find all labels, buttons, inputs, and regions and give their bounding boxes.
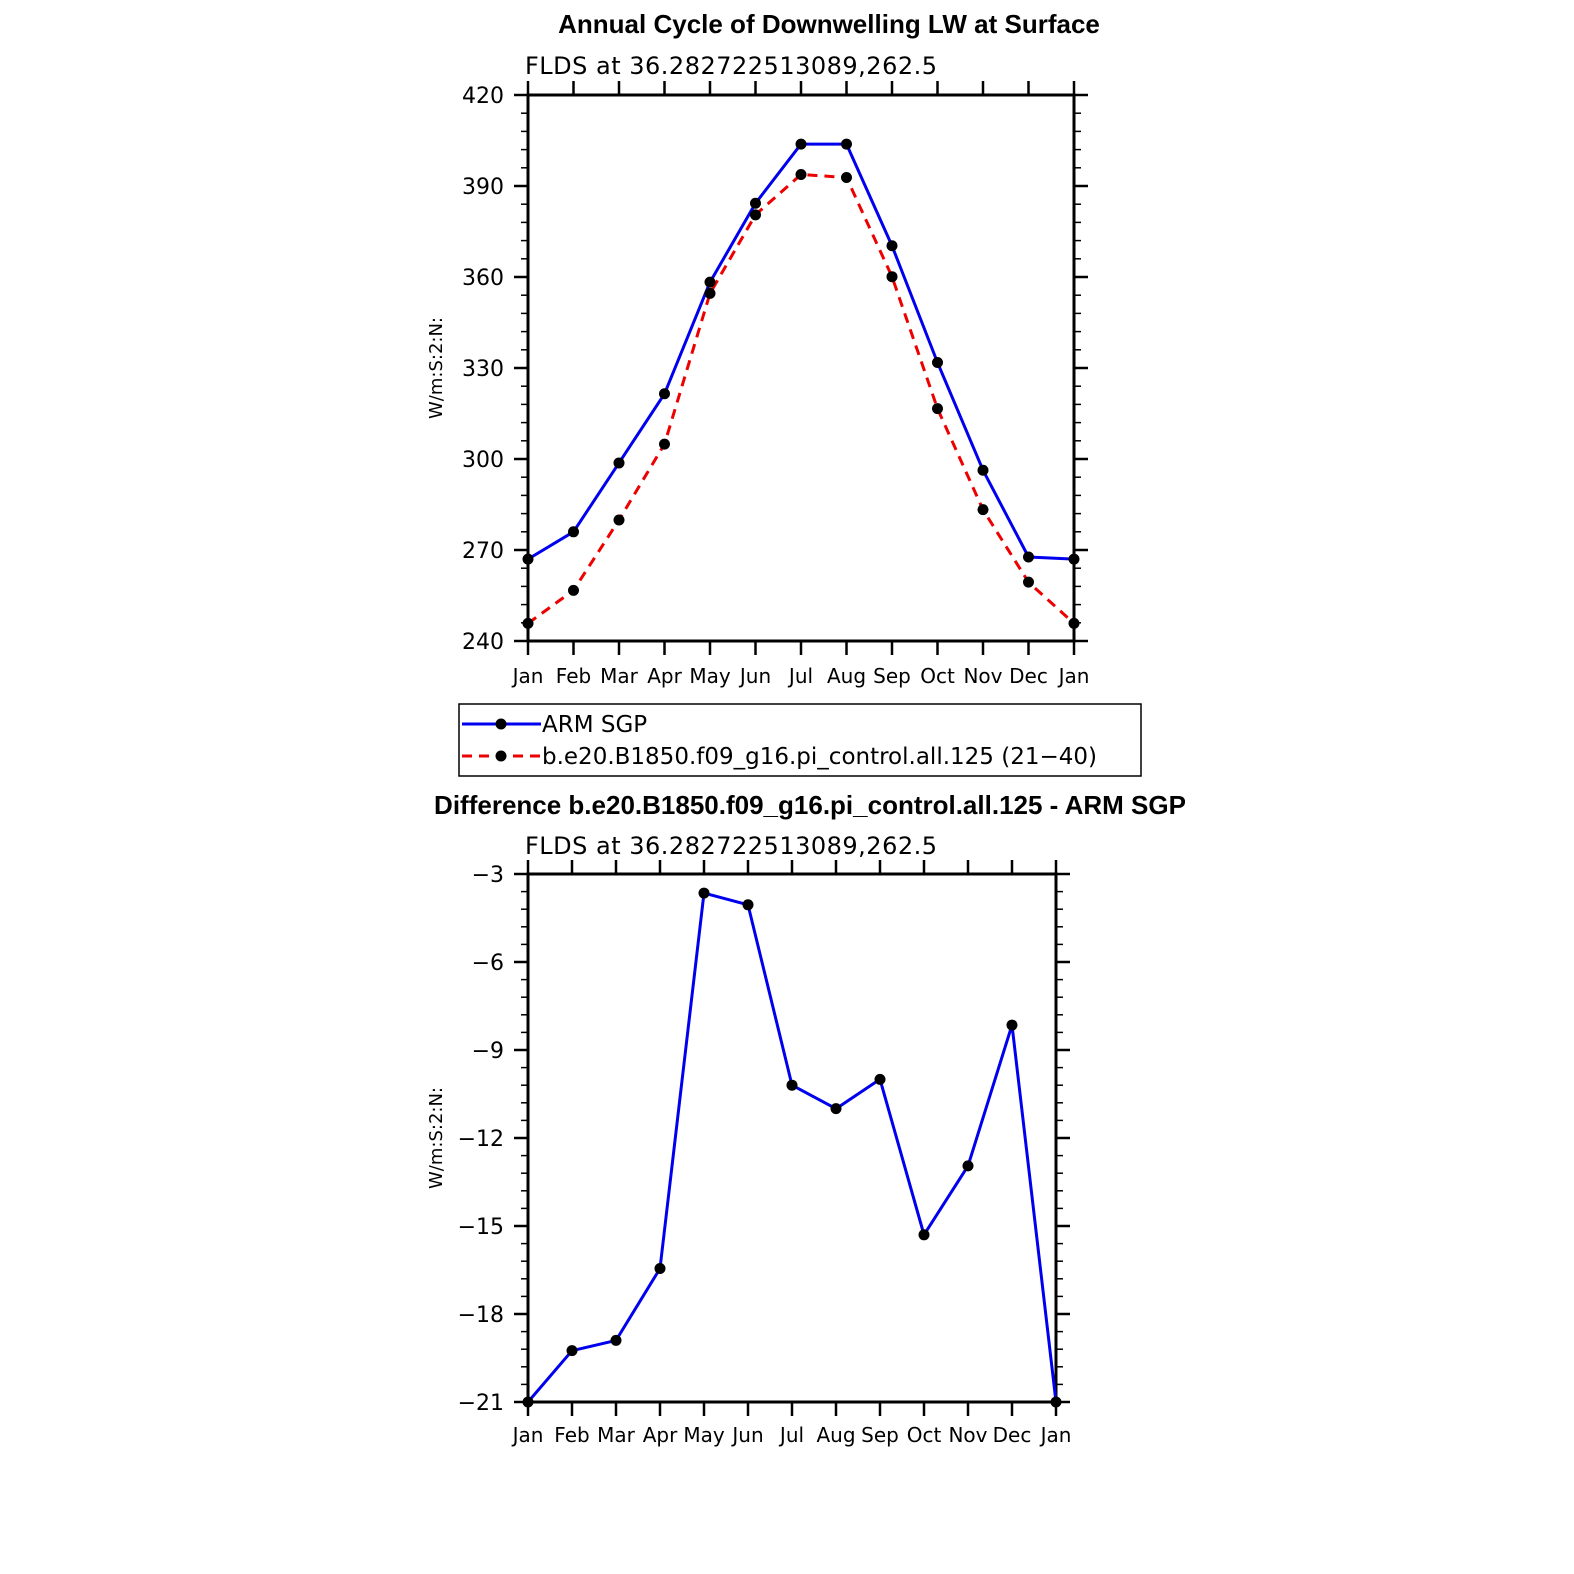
y-tick-label: 420 xyxy=(462,84,504,109)
data-point-s0-12 xyxy=(1050,1396,1062,1408)
y-tick-label: −21 xyxy=(458,1391,504,1416)
y-tick-label: 330 xyxy=(462,357,504,382)
legend-entry-1: b.e20.B1850.f09_g16.pi_control.all.125 (… xyxy=(542,744,1097,770)
x-tick-label: Jan xyxy=(1057,664,1090,688)
data-point-s0-9 xyxy=(918,1229,930,1241)
y-tick-label: −12 xyxy=(458,1127,504,1152)
data-point-s0-3 xyxy=(654,1263,666,1275)
y-tick-label: −6 xyxy=(472,951,504,976)
x-tick-label: Aug xyxy=(816,1423,855,1447)
data-point-s0-7 xyxy=(841,138,852,150)
x-tick-label: Nov xyxy=(948,1423,987,1447)
data-point-s0-9 xyxy=(932,357,943,369)
x-tick-label: Apr xyxy=(647,664,682,688)
x-tick-label: Dec xyxy=(993,1423,1032,1447)
x-tick-label: Jun xyxy=(730,1423,763,1447)
y-tick-label: 270 xyxy=(462,539,504,564)
data-point-s0-11 xyxy=(1006,1019,1018,1031)
data-point-s0-0 xyxy=(522,553,534,565)
y-tick-label: 390 xyxy=(462,175,504,200)
data-point-s0-6 xyxy=(795,138,807,150)
data-point-s1-7 xyxy=(841,172,852,184)
x-tick-label: Nov xyxy=(963,664,1002,688)
data-point-s1-9 xyxy=(932,403,943,415)
data-point-s0-2 xyxy=(613,457,625,469)
data-point-s1-10 xyxy=(977,504,989,516)
legend-marker-0 xyxy=(495,718,507,730)
y-tick-label: 300 xyxy=(462,448,504,473)
y-tick-label: −18 xyxy=(458,1303,504,1328)
x-tick-label: Aug xyxy=(827,664,866,688)
y-axis-label: W/m:S:2:N: xyxy=(426,1087,447,1189)
x-tick-label: Jul xyxy=(787,664,813,688)
legend-box xyxy=(458,703,1142,777)
data-point-s0-12 xyxy=(1068,553,1080,565)
difference-chart: Difference b.e20.B1850.f09_g16.pi_contro… xyxy=(426,790,1186,1447)
data-point-s0-8 xyxy=(874,1073,886,1085)
x-tick-label: Feb xyxy=(556,664,591,688)
annual-cycle-chart: Annual Cycle of Downwelling LW at Surfac… xyxy=(426,9,1142,777)
x-tick-label: Jun xyxy=(738,664,771,688)
x-tick-label: Sep xyxy=(873,664,911,688)
data-point-s0-7 xyxy=(830,1103,842,1115)
x-tick-label: May xyxy=(689,664,731,688)
y-axis-label: W/m:S:2:N: xyxy=(426,317,447,419)
x-tick-label: Jan xyxy=(511,664,544,688)
x-tick-label: Dec xyxy=(1009,664,1048,688)
data-point-s1-11 xyxy=(1023,576,1034,588)
y-tick-label: −3 xyxy=(472,863,504,888)
legend: ARM SGP b.e20.B1850.f09_g16.pi_control.al… xyxy=(458,703,1142,777)
data-point-s1-1 xyxy=(568,584,579,596)
data-point-s0-10 xyxy=(962,1160,974,1172)
y-tick-label: −9 xyxy=(472,1039,504,1064)
y-tick-label: 240 xyxy=(462,630,504,655)
data-point-s0-4 xyxy=(698,887,710,899)
data-point-s1-5 xyxy=(750,209,761,221)
data-point-s1-0 xyxy=(522,617,534,629)
series-line-0 xyxy=(527,142,1075,561)
data-point-s1-2 xyxy=(613,514,625,526)
y-tick-label: 360 xyxy=(462,266,504,291)
series-line-0 xyxy=(526,891,1058,1403)
series-line-1 xyxy=(527,173,1076,625)
x-tick-label: Apr xyxy=(643,1423,678,1447)
x-tick-label: Mar xyxy=(597,1423,636,1447)
x-tick-label: Jul xyxy=(778,1423,804,1447)
data-point-s0-0 xyxy=(522,1396,534,1408)
x-tick-label: Oct xyxy=(907,1423,942,1447)
data-point-s0-5 xyxy=(750,197,761,209)
data-point-s0-1 xyxy=(568,526,579,538)
x-tick-label: Jan xyxy=(511,1423,544,1447)
data-point-s1-4 xyxy=(704,287,716,299)
chart-subtitle: FLDS at 36.282722513089,262.5 xyxy=(525,832,938,860)
data-point-s1-8 xyxy=(886,271,898,283)
data-point-s0-3 xyxy=(659,388,670,400)
legend-marker-1 xyxy=(495,750,507,762)
x-tick-label: Oct xyxy=(920,664,955,688)
data-point-s0-2 xyxy=(610,1334,622,1346)
data-point-s1-3 xyxy=(659,438,670,450)
data-point-s1-6 xyxy=(795,168,807,180)
legend-entry-0: ARM SGP xyxy=(542,712,647,738)
data-point-s1-12 xyxy=(1068,617,1080,629)
data-point-s0-1 xyxy=(566,1345,578,1357)
x-tick-label: Sep xyxy=(861,1423,899,1447)
data-point-s0-6 xyxy=(786,1079,798,1091)
chart-title: Annual Cycle of Downwelling LW at Surfac… xyxy=(558,9,1100,39)
data-point-s0-4 xyxy=(704,276,716,288)
data-point-s0-10 xyxy=(977,464,989,476)
x-tick-label: Jan xyxy=(1039,1423,1072,1447)
x-tick-label: Feb xyxy=(554,1423,589,1447)
y-tick-label: −15 xyxy=(458,1215,504,1240)
x-tick-label: Mar xyxy=(600,664,639,688)
x-tick-label: May xyxy=(683,1423,725,1447)
data-point-s0-11 xyxy=(1023,551,1034,563)
data-point-s0-5 xyxy=(742,899,754,911)
chart-subtitle: FLDS at 36.282722513089,262.5 xyxy=(525,52,938,80)
data-point-s0-8 xyxy=(886,240,898,252)
chart-title: Difference b.e20.B1850.f09_g16.pi_contro… xyxy=(434,790,1186,820)
